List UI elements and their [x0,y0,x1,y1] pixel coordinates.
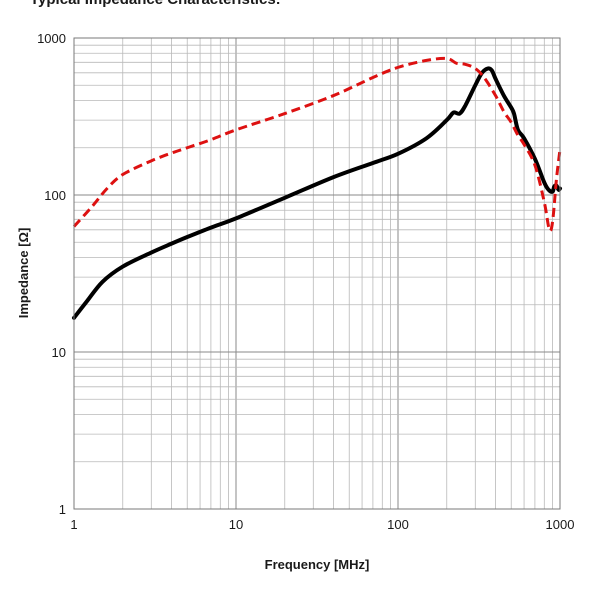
dashed-impedance-curve [72,56,562,233]
x-tick-label: 10 [229,517,243,532]
grid-layer [73,37,561,510]
y-tick-label: 1000 [37,31,66,46]
x-axis-label: Frequency [MHz] [265,557,370,572]
y-axis-label: Impedance [Ω] [16,228,31,319]
x-tick-label: 1 [70,517,77,532]
chart-heading: Typical Impedance Characteristics: [30,0,281,8]
tick-layer: 1 10 100 1000 1 10 100 1000 [37,31,574,532]
series-layer [72,56,562,320]
y-tick-label: 10 [52,345,66,360]
y-tick-label: 100 [44,188,66,203]
solid-impedance-curve [72,66,562,320]
plot-frame [73,37,561,510]
x-tick-label: 1000 [546,517,575,532]
y-tick-label: 1 [59,502,66,517]
x-tick-label: 100 [387,517,409,532]
